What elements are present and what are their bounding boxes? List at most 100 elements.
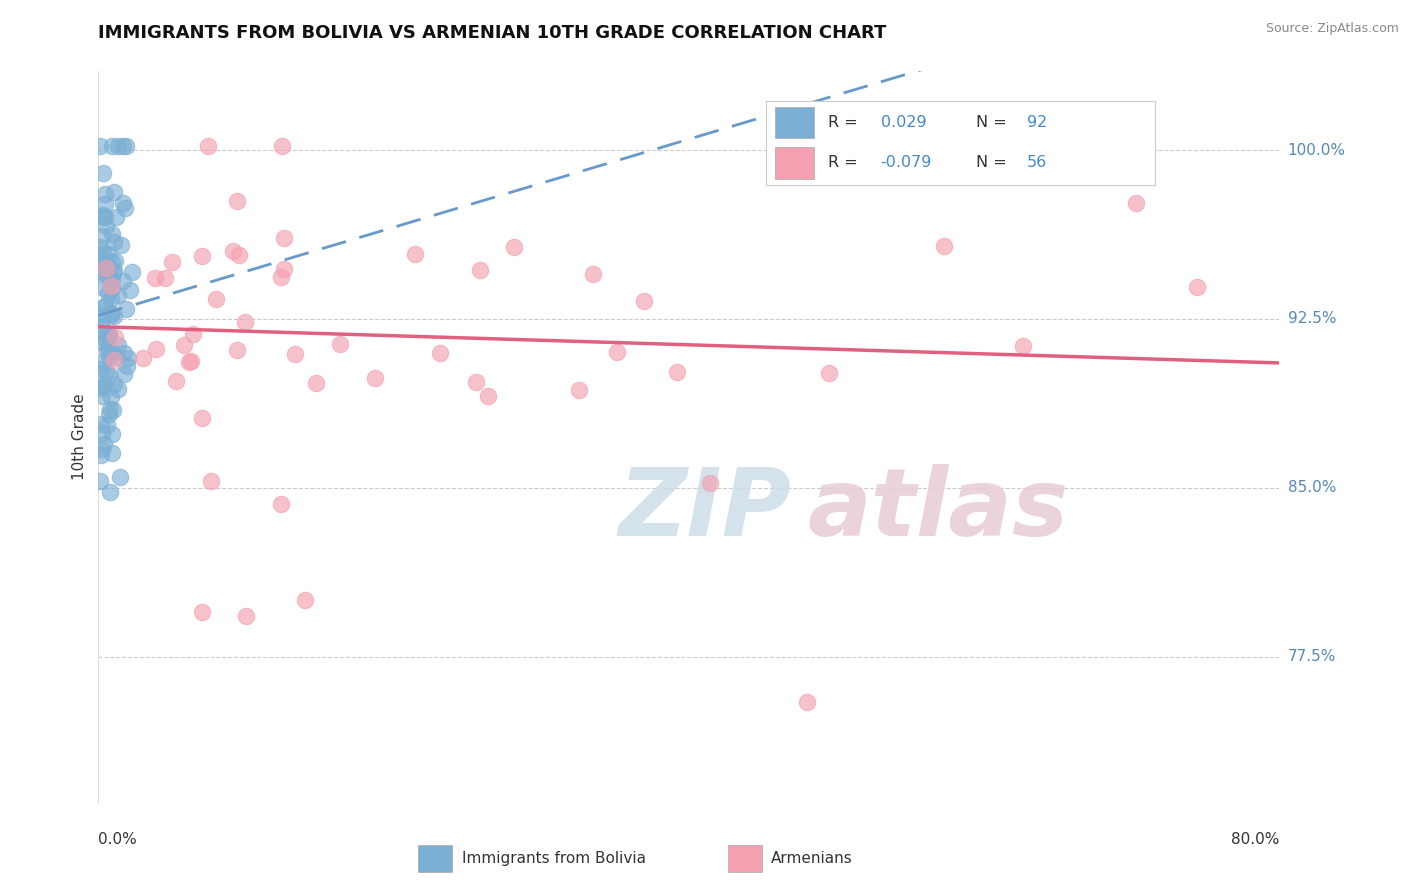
Point bbox=[270, 269, 292, 284]
Point bbox=[94, 210, 117, 224]
Point bbox=[93, 281, 115, 295]
Point bbox=[107, 288, 129, 302]
FancyBboxPatch shape bbox=[776, 147, 814, 178]
Point bbox=[98, 401, 121, 416]
Point bbox=[93, 326, 115, 341]
Point bbox=[93, 210, 115, 224]
Point bbox=[699, 476, 721, 491]
Point bbox=[200, 474, 222, 488]
Point bbox=[100, 345, 122, 359]
Point bbox=[98, 327, 121, 342]
Point bbox=[93, 299, 115, 313]
Point bbox=[103, 310, 125, 324]
Point bbox=[101, 283, 124, 297]
Point bbox=[91, 245, 114, 260]
Text: 80.0%: 80.0% bbox=[1232, 832, 1279, 847]
Point bbox=[270, 497, 292, 511]
Point bbox=[94, 261, 117, 276]
Point bbox=[191, 411, 214, 425]
Point bbox=[294, 593, 316, 607]
Point bbox=[100, 446, 122, 460]
Text: atlas: atlas bbox=[807, 464, 1069, 557]
Text: 100.0%: 100.0% bbox=[1288, 143, 1346, 158]
Point bbox=[94, 219, 117, 233]
Point bbox=[107, 337, 129, 351]
Point bbox=[925, 160, 948, 174]
Y-axis label: 10th Grade: 10th Grade bbox=[72, 393, 87, 481]
Point bbox=[107, 138, 129, 153]
Point bbox=[89, 240, 111, 254]
Point bbox=[101, 272, 124, 286]
Point bbox=[115, 138, 138, 153]
Point bbox=[273, 261, 295, 276]
Point bbox=[191, 249, 214, 263]
Point bbox=[91, 166, 114, 180]
Point bbox=[97, 407, 120, 421]
Point bbox=[180, 354, 202, 368]
Point bbox=[103, 186, 125, 200]
Point bbox=[111, 195, 134, 210]
FancyBboxPatch shape bbox=[419, 846, 453, 872]
Point bbox=[97, 327, 120, 342]
Text: Source: ZipAtlas.com: Source: ZipAtlas.com bbox=[1265, 22, 1399, 36]
Point bbox=[117, 351, 139, 365]
Point bbox=[90, 318, 112, 333]
FancyBboxPatch shape bbox=[728, 846, 762, 872]
Point bbox=[181, 327, 204, 342]
Point bbox=[143, 271, 166, 285]
Point bbox=[104, 329, 127, 343]
Text: -0.079: -0.079 bbox=[880, 155, 932, 170]
Point bbox=[165, 375, 187, 389]
Point bbox=[93, 197, 115, 211]
Point bbox=[101, 138, 124, 153]
Text: R =: R = bbox=[828, 155, 863, 170]
Point bbox=[633, 293, 655, 308]
Text: Armenians: Armenians bbox=[770, 851, 853, 866]
Point bbox=[665, 365, 688, 379]
Point bbox=[132, 351, 155, 365]
Point bbox=[97, 247, 120, 261]
Point bbox=[97, 285, 120, 300]
Point bbox=[568, 383, 591, 397]
Point bbox=[91, 354, 114, 368]
Point bbox=[404, 247, 426, 261]
Text: IMMIGRANTS FROM BOLIVIA VS ARMENIAN 10TH GRADE CORRELATION CHART: IMMIGRANTS FROM BOLIVIA VS ARMENIAN 10TH… bbox=[98, 24, 887, 42]
Point bbox=[100, 293, 122, 307]
Text: R =: R = bbox=[828, 115, 863, 130]
Point bbox=[107, 383, 129, 397]
Point bbox=[108, 470, 131, 484]
Text: 0.0%: 0.0% bbox=[98, 832, 138, 847]
Point bbox=[104, 254, 127, 268]
Point bbox=[114, 201, 136, 215]
Text: 56: 56 bbox=[1026, 155, 1047, 170]
Point bbox=[89, 263, 111, 277]
Point bbox=[329, 336, 352, 351]
Point bbox=[114, 301, 136, 316]
Point bbox=[90, 362, 112, 376]
Text: Immigrants from Bolivia: Immigrants from Bolivia bbox=[461, 851, 645, 866]
Point bbox=[100, 279, 122, 293]
Point bbox=[89, 267, 111, 281]
FancyBboxPatch shape bbox=[776, 106, 814, 138]
Point bbox=[97, 349, 120, 363]
Point bbox=[89, 474, 111, 488]
Point bbox=[93, 208, 115, 222]
Point bbox=[121, 265, 143, 279]
Point bbox=[118, 284, 141, 298]
Point bbox=[226, 194, 249, 209]
Point bbox=[305, 376, 328, 390]
Point bbox=[1187, 280, 1209, 294]
Text: 85.0%: 85.0% bbox=[1288, 480, 1336, 495]
Point bbox=[94, 261, 117, 276]
Point bbox=[90, 381, 112, 395]
Point bbox=[503, 240, 526, 254]
Point bbox=[96, 364, 118, 378]
Point bbox=[103, 235, 125, 249]
Point bbox=[364, 371, 387, 385]
Point bbox=[90, 229, 112, 244]
Point bbox=[91, 313, 114, 327]
Point bbox=[93, 437, 115, 451]
Point bbox=[429, 346, 451, 360]
Point bbox=[110, 237, 132, 252]
Text: N =: N = bbox=[976, 115, 1012, 130]
